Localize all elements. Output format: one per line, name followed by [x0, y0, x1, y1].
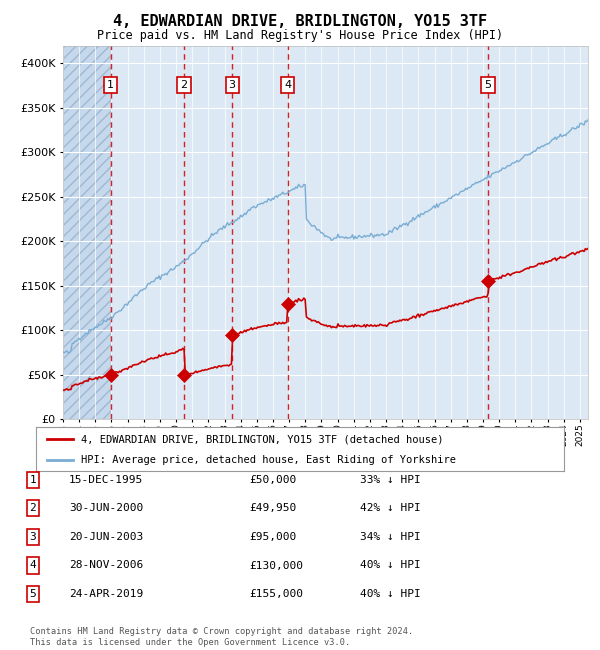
Text: 3: 3 [29, 532, 37, 542]
Text: 24-APR-2019: 24-APR-2019 [69, 589, 143, 599]
Text: 40% ↓ HPI: 40% ↓ HPI [360, 560, 421, 571]
Text: 3: 3 [229, 80, 236, 90]
Text: £95,000: £95,000 [249, 532, 296, 542]
Text: 4, EDWARDIAN DRIVE, BRIDLINGTON, YO15 3TF: 4, EDWARDIAN DRIVE, BRIDLINGTON, YO15 3T… [113, 14, 487, 29]
Text: 4: 4 [284, 80, 291, 90]
Text: 20-JUN-2003: 20-JUN-2003 [69, 532, 143, 542]
Text: Contains HM Land Registry data © Crown copyright and database right 2024.
This d: Contains HM Land Registry data © Crown c… [30, 627, 413, 647]
Bar [63, 46, 111, 419]
Text: 4: 4 [29, 560, 37, 571]
Text: HPI: Average price, detached house, East Riding of Yorkshire: HPI: Average price, detached house, East… [81, 455, 456, 465]
Bar [63, 46, 111, 419]
Text: £130,000: £130,000 [249, 560, 303, 571]
Text: 34% ↓ HPI: 34% ↓ HPI [360, 532, 421, 542]
Text: 1: 1 [29, 474, 37, 485]
Text: £50,000: £50,000 [249, 474, 296, 485]
Text: 5: 5 [485, 80, 491, 90]
Text: 30-JUN-2000: 30-JUN-2000 [69, 503, 143, 514]
Text: 42% ↓ HPI: 42% ↓ HPI [360, 503, 421, 514]
Text: £155,000: £155,000 [249, 589, 303, 599]
Text: 28-NOV-2006: 28-NOV-2006 [69, 560, 143, 571]
Text: Price paid vs. HM Land Registry's House Price Index (HPI): Price paid vs. HM Land Registry's House … [97, 29, 503, 42]
Text: £49,950: £49,950 [249, 503, 296, 514]
Text: 5: 5 [29, 589, 37, 599]
Text: 15-DEC-1995: 15-DEC-1995 [69, 474, 143, 485]
Text: 1: 1 [107, 80, 115, 90]
Text: 4, EDWARDIAN DRIVE, BRIDLINGTON, YO15 3TF (detached house): 4, EDWARDIAN DRIVE, BRIDLINGTON, YO15 3T… [81, 434, 443, 445]
Text: 40% ↓ HPI: 40% ↓ HPI [360, 589, 421, 599]
Text: 2: 2 [29, 503, 37, 514]
Text: 33% ↓ HPI: 33% ↓ HPI [360, 474, 421, 485]
Text: 2: 2 [181, 80, 188, 90]
